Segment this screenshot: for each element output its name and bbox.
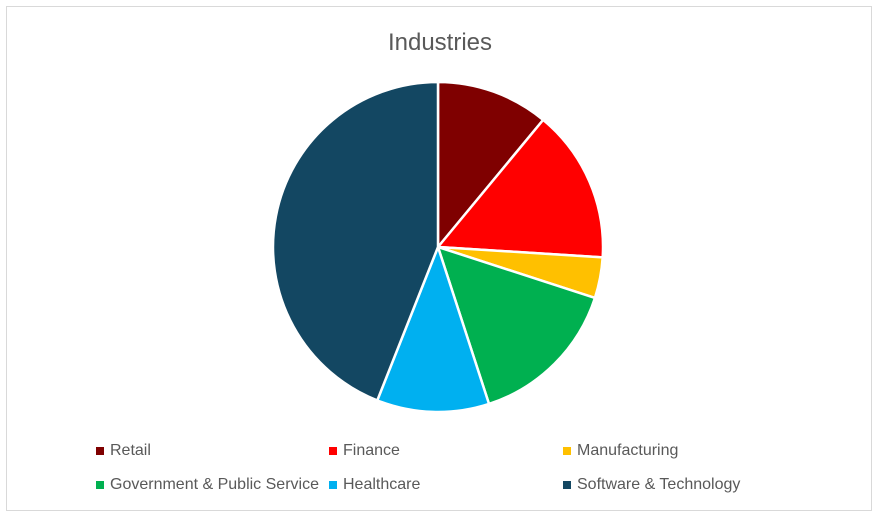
- pie-slice-healthcare: [376, 245, 491, 414]
- chart-frame: Industries Retail Finance Manufacturing …: [6, 6, 872, 511]
- pie-chart: [271, 80, 605, 414]
- pie-slice-retail: [436, 80, 545, 249]
- pie-slice-software: [271, 80, 440, 402]
- chart-title: Industries: [387, 29, 493, 56]
- pie-slice-finance: [436, 118, 605, 259]
